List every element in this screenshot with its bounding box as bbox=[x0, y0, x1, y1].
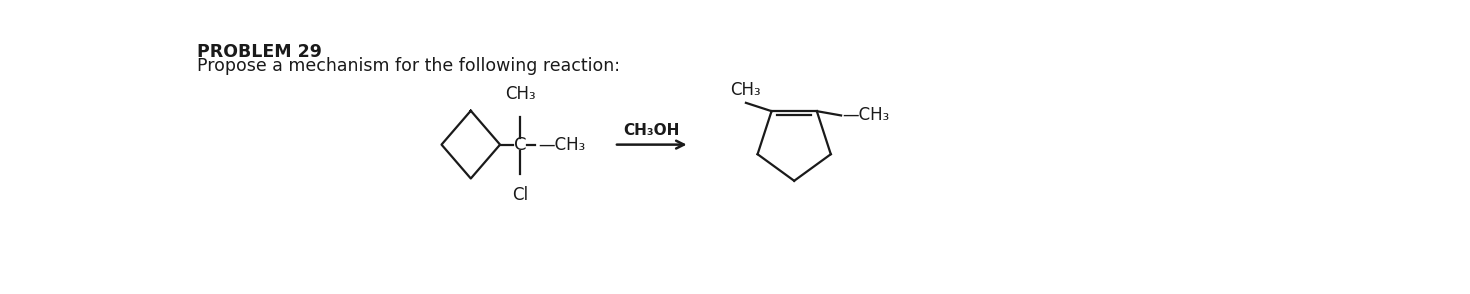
Text: —CH₃: —CH₃ bbox=[538, 136, 585, 154]
Text: Cl: Cl bbox=[512, 186, 528, 204]
Text: Propose a mechanism for the following reaction:: Propose a mechanism for the following re… bbox=[197, 57, 620, 75]
Text: C: C bbox=[514, 136, 526, 154]
Text: CH₃: CH₃ bbox=[504, 85, 535, 103]
Text: —CH₃: —CH₃ bbox=[842, 106, 889, 124]
Text: CH₃OH: CH₃OH bbox=[623, 123, 681, 138]
Text: CH₃: CH₃ bbox=[731, 81, 761, 99]
Text: PROBLEM 29: PROBLEM 29 bbox=[197, 43, 322, 61]
